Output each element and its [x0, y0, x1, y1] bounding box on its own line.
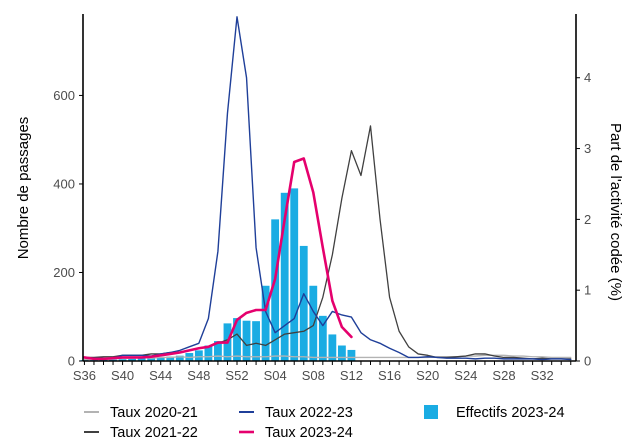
y-right-tick-label-3: 3 — [584, 141, 591, 156]
bar-s40 — [118, 359, 127, 361]
lines-layer — [83, 16, 572, 361]
bar-s44 — [156, 357, 165, 361]
bar-s42 — [137, 358, 146, 361]
bar-s41 — [128, 358, 137, 361]
y-left-tick-label-200: 200 — [53, 265, 75, 280]
bar-s10 — [328, 334, 337, 361]
bars-layer — [80, 188, 356, 361]
y-right-tick-label-1: 1 — [584, 283, 591, 298]
series-line-taux-2021-22 — [83, 125, 572, 360]
x-tick-label-s12: S12 — [340, 368, 363, 383]
bar-s07 — [299, 245, 308, 361]
bar-s52 — [233, 318, 241, 361]
bar-s46 — [175, 355, 184, 361]
legend-label-taux-2021-22: Taux 2021-22 — [110, 425, 198, 439]
x-tick-label-s40: S40 — [111, 368, 134, 383]
y-right-tick-label-0: 0 — [584, 354, 591, 369]
y-axis-left-title: Nombre de passages — [15, 117, 32, 260]
x-tick-label-s16: S16 — [378, 368, 401, 383]
x-tick-label-s44: S44 — [149, 368, 172, 383]
y-right-tick-label-4: 4 — [584, 70, 591, 85]
y-left-tick-label-600: 600 — [53, 88, 75, 103]
x-tick-label-s24: S24 — [454, 368, 477, 383]
bar-s06 — [290, 188, 299, 361]
bar-s49 — [204, 345, 213, 361]
y-left-tick-label-400: 400 — [53, 176, 75, 191]
x-tick-label-s36: S36 — [73, 368, 96, 383]
x-tick-label-s48: S48 — [187, 368, 210, 383]
bar-s01 — [242, 320, 251, 361]
series-line-taux-2022-23 — [83, 16, 572, 361]
bar-s50 — [214, 341, 222, 361]
bar-s48 — [194, 350, 203, 361]
y-right-tick-label-2: 2 — [584, 212, 591, 227]
x-tick-label-s20: S20 — [416, 368, 439, 383]
legend-label-taux-2020-21: Taux 2020-21 — [110, 405, 198, 421]
bar-s02 — [252, 321, 260, 361]
x-tick-label-s04: S04 — [264, 368, 287, 383]
bar-s11 — [337, 345, 346, 361]
bar-s09 — [318, 315, 327, 361]
bar-s45 — [166, 356, 175, 361]
x-tick-label-s32: S32 — [531, 368, 554, 383]
series-line-taux-2023-24 — [83, 157, 353, 361]
axes-layer: S36 S40 S44 S48 S52 S04 S08 S12 S16 S20 S24 S28 S32 0… — [53, 14, 591, 383]
bar-s04 — [271, 219, 280, 361]
y-axis-right-title: Part de l'activité codée (%) — [607, 123, 624, 301]
bar-s05 — [280, 192, 289, 361]
legend-label-effectifs-2023-24: Effectifs 2023-24 — [456, 405, 565, 421]
bar-s12 — [347, 349, 356, 361]
y-left-tick-label-0: 0 — [68, 354, 75, 369]
x-tick-label-s08: S08 — [302, 368, 325, 383]
bar-s08 — [309, 285, 318, 361]
legend-label-taux-2023-24: Taux 2023-24 — [265, 425, 353, 439]
x-tick-label-s28: S28 — [492, 368, 515, 383]
bar-s43 — [147, 357, 156, 361]
legend-label-taux-2022-23: Taux 2022-23 — [265, 405, 353, 421]
bar-s03 — [261, 285, 270, 361]
legend: Taux 2020-21 Taux 2021-22 Taux 2022-23 T… — [84, 405, 565, 439]
legend-swatch-effectifs-2023-24 — [424, 405, 438, 419]
x-tick-label-s52: S52 — [225, 368, 248, 383]
